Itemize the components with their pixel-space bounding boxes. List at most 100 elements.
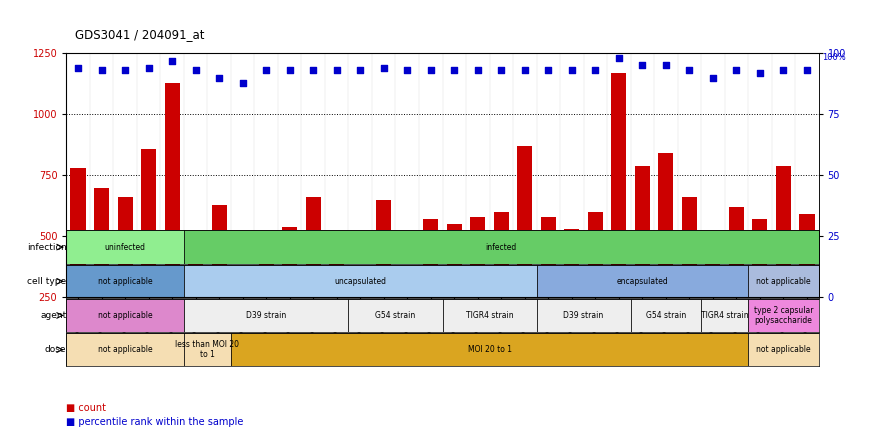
Bar: [376, 200, 391, 297]
Point: [589, 67, 603, 74]
Point: [259, 67, 273, 74]
Bar: [212, 205, 227, 297]
Point: [542, 67, 556, 74]
Text: D39 strain: D39 strain: [564, 311, 604, 320]
Bar: [94, 187, 109, 297]
Text: dose: dose: [45, 345, 66, 354]
Bar: [165, 83, 180, 297]
Point: [71, 64, 85, 71]
Text: type 2 capsular
polysaccharide: type 2 capsular polysaccharide: [754, 306, 813, 325]
Bar: [799, 214, 814, 297]
Bar: [447, 224, 462, 297]
Bar: [748, 299, 819, 332]
Bar: [470, 217, 485, 297]
Point: [329, 67, 343, 74]
Text: G54 strain: G54 strain: [375, 311, 416, 320]
Bar: [258, 234, 273, 297]
Text: not applicable: not applicable: [98, 311, 152, 320]
Text: less than MOI 20
to 1: less than MOI 20 to 1: [175, 340, 240, 359]
Point: [612, 55, 626, 62]
Bar: [184, 265, 536, 298]
Point: [282, 67, 296, 74]
Bar: [536, 265, 748, 298]
Bar: [776, 166, 791, 297]
Point: [400, 67, 414, 74]
Text: G54 strain: G54 strain: [646, 311, 686, 320]
Bar: [400, 275, 415, 297]
Point: [800, 67, 814, 74]
Point: [235, 79, 250, 86]
Text: ■ percentile rank within the sample: ■ percentile rank within the sample: [66, 417, 243, 427]
Point: [635, 62, 650, 69]
Bar: [141, 148, 157, 297]
Bar: [494, 212, 509, 297]
Point: [142, 64, 156, 71]
Bar: [352, 278, 368, 297]
Text: TIGR4 strain: TIGR4 strain: [701, 311, 749, 320]
Text: not applicable: not applicable: [756, 277, 811, 286]
Text: cell type: cell type: [27, 277, 66, 286]
Bar: [66, 265, 184, 298]
Bar: [118, 197, 133, 297]
Text: ■ count: ■ count: [66, 404, 106, 413]
Point: [353, 67, 367, 74]
Point: [494, 67, 508, 74]
Bar: [536, 299, 630, 332]
Text: MOI 20 to 1: MOI 20 to 1: [467, 345, 512, 354]
Bar: [748, 265, 819, 298]
Text: not applicable: not applicable: [98, 277, 152, 286]
Bar: [588, 212, 603, 297]
Point: [658, 62, 673, 69]
Bar: [541, 217, 556, 297]
Point: [189, 67, 203, 74]
Bar: [184, 230, 819, 264]
Point: [95, 67, 109, 74]
Bar: [235, 275, 250, 297]
Point: [705, 74, 720, 81]
Point: [118, 67, 132, 74]
Bar: [231, 333, 748, 366]
Point: [776, 67, 790, 74]
Bar: [564, 229, 580, 297]
Bar: [66, 333, 184, 366]
Point: [682, 67, 696, 74]
Bar: [630, 299, 701, 332]
Point: [424, 67, 438, 74]
Bar: [728, 207, 744, 297]
Text: infected: infected: [486, 242, 517, 252]
Bar: [681, 197, 697, 297]
Bar: [517, 146, 533, 297]
Bar: [705, 234, 720, 297]
Point: [471, 67, 485, 74]
Text: D39 strain: D39 strain: [246, 311, 287, 320]
Text: uncapsulated: uncapsulated: [335, 277, 386, 286]
Text: GDS3041 / 204091_at: GDS3041 / 204091_at: [75, 28, 204, 41]
Text: agent: agent: [40, 311, 66, 320]
Point: [447, 67, 461, 74]
Point: [729, 67, 743, 74]
Point: [565, 67, 579, 74]
Point: [306, 67, 320, 74]
Bar: [658, 154, 673, 297]
Bar: [748, 333, 819, 366]
Bar: [184, 299, 349, 332]
Bar: [305, 197, 321, 297]
Bar: [188, 236, 204, 297]
Bar: [423, 219, 438, 297]
Text: encapsulated: encapsulated: [617, 277, 668, 286]
Bar: [752, 219, 767, 297]
Bar: [71, 168, 86, 297]
Bar: [442, 299, 536, 332]
Bar: [66, 230, 184, 264]
Point: [377, 64, 391, 71]
Point: [212, 74, 227, 81]
Bar: [701, 299, 748, 332]
Point: [165, 57, 180, 64]
Text: not applicable: not applicable: [756, 345, 811, 354]
Bar: [635, 166, 650, 297]
Bar: [612, 73, 627, 297]
Point: [753, 69, 767, 76]
Bar: [184, 333, 231, 366]
Text: TIGR4 strain: TIGR4 strain: [466, 311, 513, 320]
Bar: [282, 226, 297, 297]
